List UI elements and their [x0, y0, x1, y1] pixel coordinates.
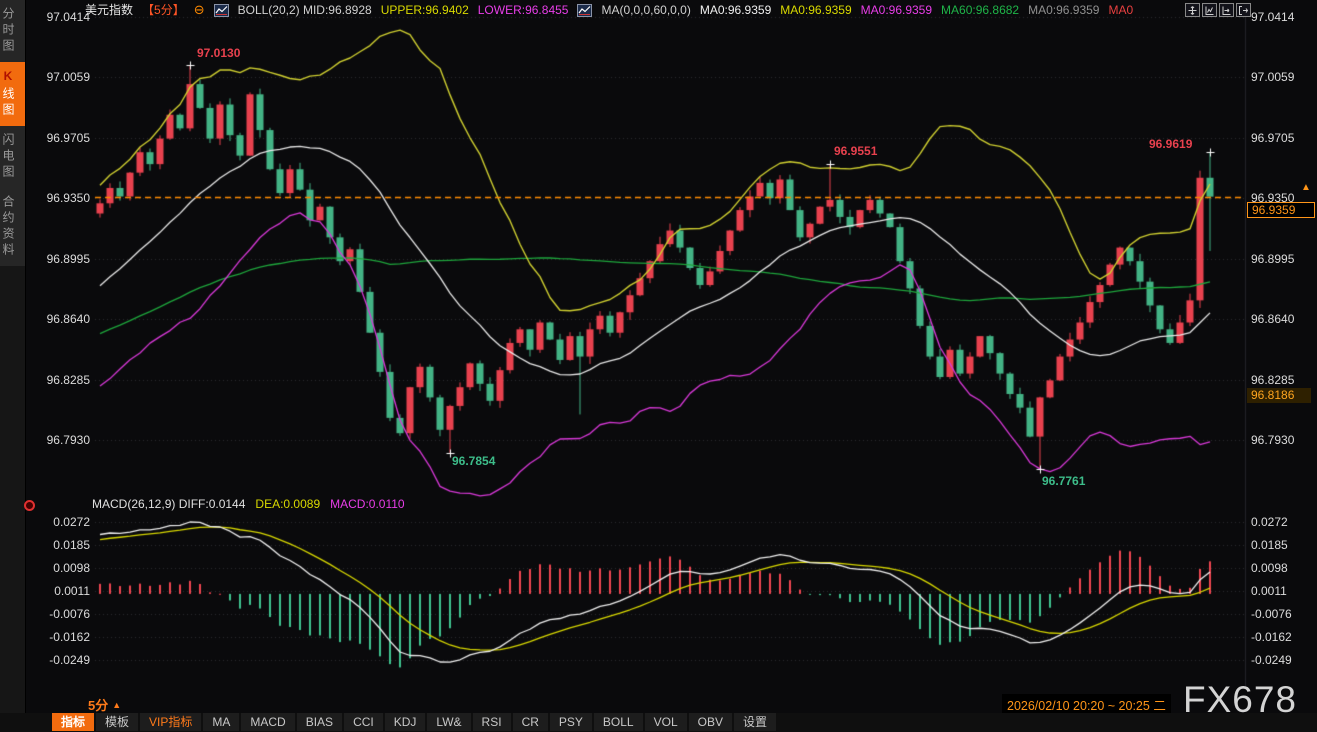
macd-legend-bar: MACD(26,12,9) DIFF:0.0144 DEA:0.0089 MACD:…: [92, 497, 405, 511]
ma-value-60: MA60:96.8682: [941, 3, 1020, 17]
price-axis-tick-left: 96.8285: [46, 372, 90, 387]
current-price-tag: 96.9359: [1247, 201, 1315, 218]
tab-bar-spacer: [0, 713, 52, 732]
price-axis-tick-left: 96.8995: [46, 251, 90, 266]
price-extreme-label: 96.9619: [1149, 137, 1193, 152]
macd-indicator-dot-icon[interactable]: [24, 500, 35, 511]
price-axis-tick-left: 96.9350: [46, 191, 90, 206]
price-axis-tick-left: 97.0414: [46, 10, 90, 24]
price-axis-tick-left: 96.7930: [46, 433, 90, 447]
macd-axis-tick-left: 0.0011: [54, 584, 90, 598]
indicator-legend-bar: 美元指数 【5分】 ⊖ BOLL(20,2) MID:96.8928 UPPER:96.…: [85, 3, 1133, 17]
tab-psy[interactable]: PSY: [549, 713, 592, 731]
price-axis-tick-right: 96.9705: [1251, 130, 1295, 145]
ma-value-3: MA0:96.9359: [860, 3, 933, 17]
tab-template[interactable]: 模板: [96, 713, 139, 731]
boll-mid-value: BOLL(20,2) MID:96.8928: [237, 3, 372, 17]
price-axis-tick-right: 96.7930: [1251, 433, 1295, 447]
macd-params-diff: MACD(26,12,9) DIFF:0.0144: [92, 497, 246, 511]
macd-axis-tick-right: -0.0162: [1251, 629, 1292, 644]
macd-axis-tick-right: 0.0272: [1251, 515, 1288, 529]
tab-indicator[interactable]: 指标: [52, 713, 95, 731]
tab-cci[interactable]: CCI: [344, 713, 383, 731]
tab-ma[interactable]: MA: [203, 713, 240, 731]
price-axis-tick-right: 97.0059: [1251, 70, 1295, 85]
ma-value-6: MA0: [1108, 3, 1134, 17]
tab-obv[interactable]: OBV: [688, 713, 732, 731]
macd-axis-tick-left: -0.0162: [49, 629, 90, 644]
tab-macd[interactable]: MACD: [241, 713, 295, 731]
macd-axis-tick-left: 0.0098: [53, 561, 90, 575]
tab-vol[interactable]: VOL: [644, 713, 687, 731]
price-axis-tick-left: 97.0059: [46, 70, 90, 85]
sidebar-item-time-chart[interactable]: 分时图: [0, 0, 25, 62]
macd-axis-tick-left: 0.0185: [53, 538, 90, 552]
sidebar-item-kline-chart[interactable]: K线图: [0, 62, 25, 126]
ma-value-2: MA0:96.9359: [780, 3, 852, 17]
interval-arrow-icon: ▲: [112, 700, 122, 710]
price-axis-tick-right: 96.8285: [1251, 372, 1295, 387]
price-axis-tick-left: 96.9705: [46, 130, 90, 145]
price-axis-tick-right: 96.8995: [1251, 251, 1295, 266]
sidebar: 分时图 K线图 闪电图 合约资料: [0, 0, 26, 732]
macd-axis-tick-left: 0.0272: [53, 515, 90, 529]
macd-axis-tick-right: -0.0249: [1251, 652, 1292, 667]
price-extreme-label: 96.9551: [834, 143, 878, 158]
exit-chart-icon[interactable]: [1236, 3, 1251, 17]
ma-value-1: MA0:96.9359: [699, 3, 772, 17]
scale-horizontal-icon[interactable]: [1219, 3, 1234, 17]
scale-vertical-icon[interactable]: [1202, 3, 1217, 17]
tab-vip-indicator[interactable]: VIP指标: [140, 713, 202, 731]
ma-params: MA(0,0,0,60,0,0): [601, 3, 691, 17]
price-extreme-label: 96.7854: [452, 453, 496, 468]
interval-text: 5分: [88, 698, 109, 713]
macd-dea-value: DEA:0.0089: [255, 497, 321, 511]
macd-axis-tick-right: 0.0011: [1251, 584, 1287, 598]
ma-value-5: MA0:96.9359: [1028, 3, 1100, 17]
tab-settings[interactable]: 设置: [733, 713, 776, 731]
reference-price-tag: 96.8186: [1247, 388, 1311, 404]
price-axis-tick-left: 96.8640: [46, 312, 90, 327]
macd-value: MACD:0.0110: [330, 497, 405, 511]
macd-axis-tick-right: -0.0076: [1251, 607, 1292, 621]
boll-upper-value: UPPER:96.9402: [380, 3, 469, 17]
boll-indicator-icon[interactable]: [213, 3, 229, 17]
sidebar-item-contract-info[interactable]: 合约资料: [0, 188, 25, 266]
price-axis-tick-right: 96.8640: [1251, 312, 1295, 327]
price-up-arrow-icon: ▲: [1301, 181, 1311, 193]
price-extreme-label: 97.0130: [197, 46, 241, 61]
interval-label: 【5分】: [142, 3, 185, 17]
tab-boll[interactable]: BOLL: [593, 713, 643, 731]
macd-axis-tick-left: -0.0249: [49, 652, 90, 667]
tab-cr[interactable]: CR: [512, 713, 548, 731]
time-range-label: 2026/02/10 20:20 ~ 20:25 二: [1002, 694, 1171, 715]
pan-tool-icon[interactable]: [1185, 3, 1200, 17]
tab-kdj[interactable]: KDJ: [384, 713, 426, 731]
macd-axis-tick-right: 0.0185: [1251, 538, 1288, 552]
tab-rsi[interactable]: RSI: [472, 713, 511, 731]
macd-axis-tick-right: 0.0098: [1251, 561, 1288, 575]
symbol-title: 美元指数: [85, 3, 134, 17]
sidebar-item-flash-chart[interactable]: 闪电图: [0, 126, 25, 188]
collapse-indicator-icon[interactable]: ⊖: [193, 2, 205, 17]
boll-lower-value: LOWER:96.8455: [477, 3, 569, 17]
price-axis-tick-right: 97.0414: [1251, 10, 1295, 24]
macd-axis-tick-left: -0.0076: [49, 607, 90, 621]
tab-bias[interactable]: BIAS: [296, 713, 343, 731]
price-extreme-label: 96.7761: [1042, 473, 1086, 488]
tab-lw[interactable]: LW&: [427, 713, 471, 731]
indicator-tab-bar: 指标 模板 VIP指标 MA MACD BIAS CCI KDJ LW& RSI CR PSY BOLL…: [0, 713, 1317, 732]
ma-indicator-icon[interactable]: [577, 3, 593, 17]
interval-indicator[interactable]: 5分 ▲: [88, 695, 121, 714]
chart-toolbar: [1185, 3, 1251, 17]
